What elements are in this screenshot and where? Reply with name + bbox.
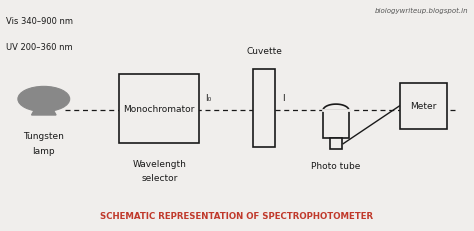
FancyBboxPatch shape bbox=[119, 74, 199, 143]
Text: Cuvette: Cuvette bbox=[246, 47, 282, 56]
Polygon shape bbox=[32, 109, 56, 116]
FancyBboxPatch shape bbox=[254, 70, 275, 147]
FancyBboxPatch shape bbox=[400, 84, 447, 129]
Text: SCHEMATIC REPRESENTATION OF SPECTROPHOTOMETER: SCHEMATIC REPRESENTATION OF SPECTROPHOTO… bbox=[100, 212, 374, 220]
Text: lamp: lamp bbox=[33, 146, 55, 155]
Text: biologywriteup.blogspot.in: biologywriteup.blogspot.in bbox=[374, 8, 468, 14]
Text: Monochromator: Monochromator bbox=[124, 104, 195, 113]
Text: I₀: I₀ bbox=[205, 94, 212, 103]
Text: Tungsten: Tungsten bbox=[23, 131, 64, 140]
Text: selector: selector bbox=[141, 174, 177, 183]
Text: UV 200–360 nm: UV 200–360 nm bbox=[6, 43, 73, 52]
FancyBboxPatch shape bbox=[323, 111, 349, 138]
Text: Meter: Meter bbox=[410, 102, 437, 111]
FancyBboxPatch shape bbox=[330, 138, 342, 150]
Text: Photo tube: Photo tube bbox=[311, 161, 361, 170]
Text: Wavelength: Wavelength bbox=[132, 159, 186, 168]
Text: Vis 340–900 nm: Vis 340–900 nm bbox=[6, 17, 73, 26]
Text: I: I bbox=[282, 94, 284, 103]
Circle shape bbox=[18, 87, 70, 112]
